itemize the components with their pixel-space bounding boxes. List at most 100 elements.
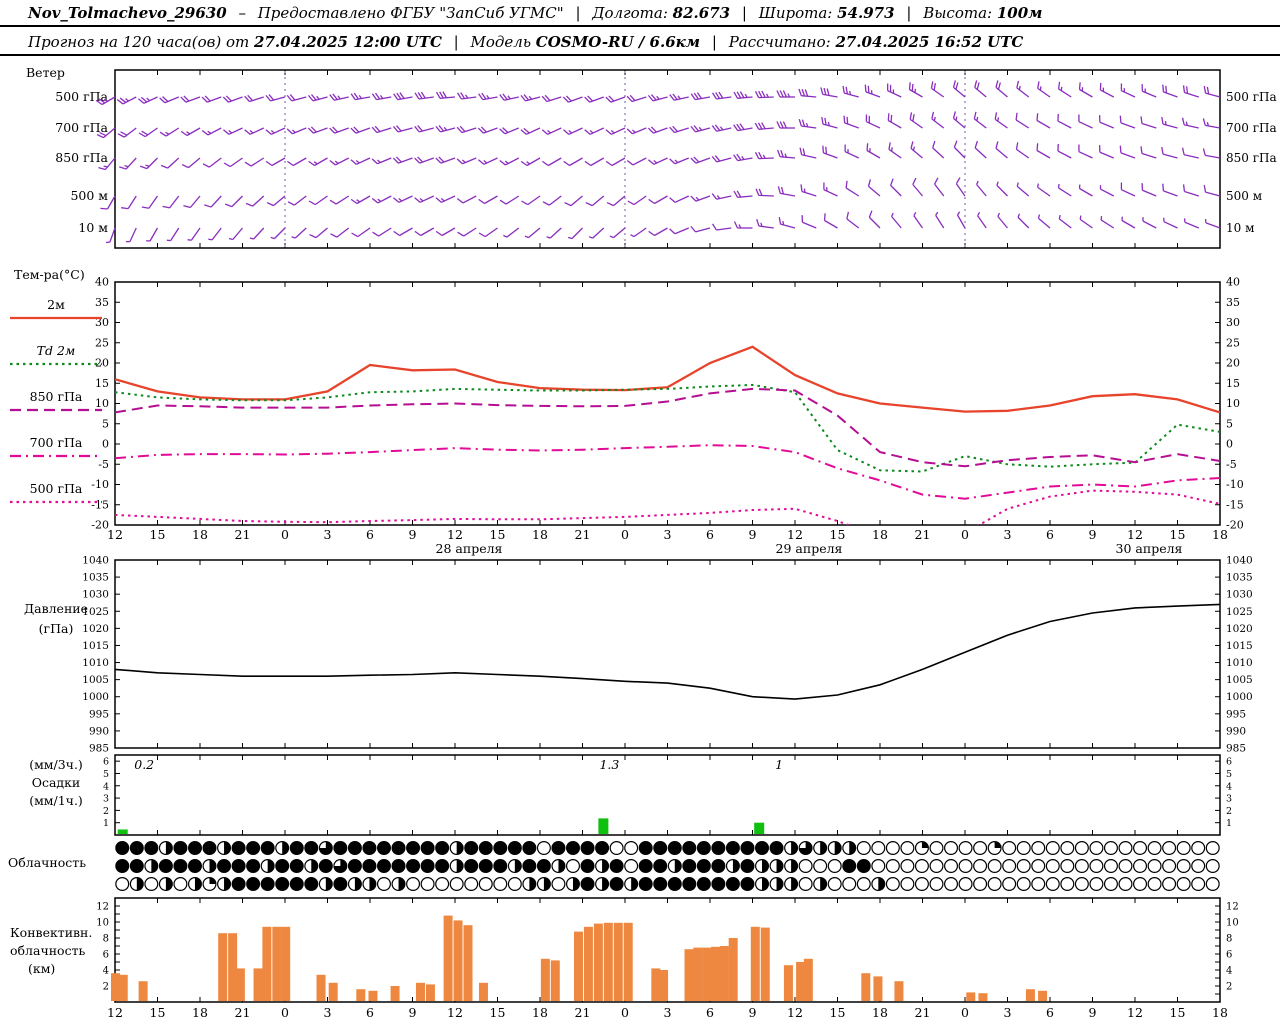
cloud-cover-symbol [682,858,697,873]
wind-barb [733,153,753,162]
chart-shape [1017,213,1021,218]
chart-shape [190,227,201,241]
chart-shape [146,97,151,102]
chart-shape [314,157,328,167]
chart-shape [1184,218,1186,223]
chart-shape [541,95,548,102]
chart-shape [565,95,572,102]
wind-barb [159,96,179,104]
chart-shape [739,123,745,130]
prec-frame [114,754,1221,836]
cloud-cover-symbol [696,840,711,855]
wind-barb [867,179,881,197]
convective-bar [651,968,661,1001]
chart-shape [674,159,679,164]
chart-shape [890,147,893,152]
chart-shape [629,94,636,101]
wind-barb [1162,183,1178,197]
cloud-cover-fill [849,841,856,855]
chart-shape [633,195,647,206]
chart-shape [1079,88,1093,98]
chart-shape [994,112,998,120]
cloud-cover-symbol [202,840,217,855]
wind-barb [800,184,817,197]
tick-label: 6 [1046,527,1054,542]
chart-shape [864,84,867,92]
cloud-cover-symbol [318,858,333,873]
model-label: Модель [470,33,532,51]
wind-barb [669,125,689,134]
calc-value: 27.04.2025 16:52 UTC [835,33,1024,51]
cloud-cover-fill [776,877,783,891]
chart-shape [116,99,124,105]
chart-shape [910,147,923,159]
chart-shape [1206,86,1210,95]
chart-shape [865,114,868,122]
chart-shape [524,235,529,239]
chart-shape [1142,220,1157,229]
cloud-cover-symbol [289,840,304,855]
cloud-cover-symbol [435,840,450,855]
chart-shape [822,93,838,98]
chart-shape [845,86,848,95]
wind-barb [457,92,477,100]
convective-bar [711,946,721,1001]
wind-barb [1037,81,1051,98]
chart-shape [1037,186,1051,197]
wind-barb [868,210,881,229]
chart-shape [733,154,739,161]
cloud-cover-fill [165,877,173,891]
cloud-cover-symbol [929,858,944,873]
wind-barb [499,195,520,205]
cloud-cover-symbol [1002,876,1017,891]
calc-label: Рассчитано: [728,33,831,51]
chart-shape [868,115,870,124]
wind-level-label-500hpa: 500 гПа [55,89,108,104]
chart-shape [1120,83,1123,91]
cloud-cover-symbol [1176,840,1191,855]
wind-barb [1057,184,1072,197]
chart-shape [892,89,895,94]
wind-barb [823,213,838,229]
wind-barb [371,125,392,134]
chart-shape [653,157,668,165]
cloud-cover-symbol [362,858,377,873]
cloud-cover-symbol [696,876,711,891]
chart-shape [974,140,978,149]
chart-shape [308,160,315,167]
cloud-cover-fill [282,841,289,855]
cloud-cover-symbol [115,840,130,855]
wind-barb [1037,183,1051,197]
chart-shape [976,82,980,90]
header-line-1: Nov_Tolmachevo_29630 – Предоставлено ФГБ… [0,0,1280,27]
wind-barb [1036,143,1051,159]
chart-shape [465,94,469,99]
chart-shape [690,195,697,202]
tick-label: 0 [961,1005,969,1020]
chart-shape [329,127,336,134]
cloud-cover-symbol [1074,876,1089,891]
chart-shape [544,94,551,101]
chart-shape [758,90,763,98]
chart-shape [463,227,477,237]
cloud-cover-symbol [973,840,988,855]
wind-barb [371,195,392,204]
wind-barb [117,127,137,138]
chart-shape [183,95,190,102]
wind-barb [541,94,562,103]
chart-shape [286,128,293,135]
chart-shape [765,93,769,98]
wind-barb [524,227,541,239]
convective-bar [750,926,760,1001]
chart-shape [399,227,413,237]
cloud-cover-symbol [842,876,857,891]
chart-shape [100,207,108,210]
cloud-cover-fill [799,841,813,855]
tick-label: -10 [1226,478,1244,491]
convective-bar [453,920,463,1001]
wind-barb [329,93,349,101]
wind-barb [499,93,519,101]
chart-shape [419,198,424,202]
cloud-cover-symbol [1060,858,1075,873]
tick-label: 3 [664,527,672,542]
